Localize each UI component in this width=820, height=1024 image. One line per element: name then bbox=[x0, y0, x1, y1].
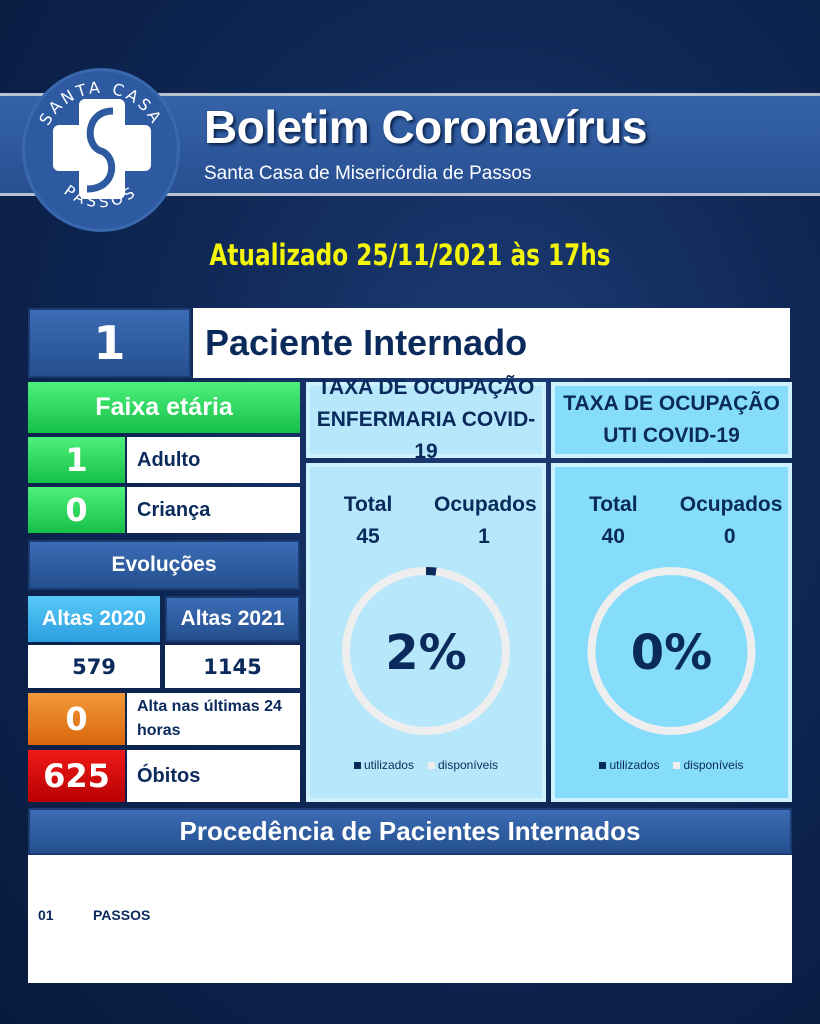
legend-used: utilizados bbox=[353, 758, 414, 772]
santa-casa-logo: SANTA CASA PASSOS bbox=[22, 68, 180, 232]
altas-2021-label: Altas 2021 bbox=[165, 596, 300, 642]
donut-percent-label: 0% bbox=[631, 625, 713, 681]
icu-title-line2: UTI COVID-19 bbox=[603, 424, 740, 447]
updated-timestamp: Atualizado 25/11/2021 às 17hs bbox=[209, 238, 611, 272]
ward-title-line1: TAXA DE OCUPAÇÃO bbox=[317, 376, 535, 399]
obitos-count: 625 bbox=[28, 750, 125, 802]
icu-title-line1: TAXA DE OCUPAÇÃO bbox=[563, 392, 780, 415]
altas-2020-label: Altas 2020 bbox=[28, 596, 160, 642]
child-count: 0 bbox=[28, 487, 125, 533]
icu-occupied-label: Ocupados bbox=[679, 493, 783, 516]
origin-row: 01 PASSOS bbox=[38, 907, 150, 923]
ward-total: 45 bbox=[356, 525, 380, 548]
patient-label: Paciente Internado bbox=[193, 308, 790, 378]
icu-total-label: Total bbox=[588, 493, 638, 516]
ward-total-label: Total bbox=[343, 493, 393, 516]
donut-available-segment bbox=[587, 567, 756, 735]
legend-available: disponíveis bbox=[427, 758, 498, 772]
altas-2020-value: 579 bbox=[28, 645, 160, 688]
ward-title-line2: ENFERMARIA COVID-19 bbox=[316, 408, 536, 463]
altas-2021-value: 1145 bbox=[165, 645, 300, 688]
adult-count: 1 bbox=[28, 437, 125, 483]
patient-count: 1 bbox=[28, 308, 191, 378]
ward-occupied: 1 bbox=[478, 525, 490, 548]
ward-donut-chart: 2% bbox=[342, 567, 510, 735]
ward-occupied-label: Ocupados bbox=[434, 493, 537, 516]
donut-used-segment bbox=[425, 567, 437, 576]
origin-list: 01 PASSOS bbox=[28, 855, 792, 983]
icu-donut-chart: 0% bbox=[587, 567, 756, 735]
ward-panel: Total 45 Ocupados 1 2% utilizados disponíve… bbox=[306, 463, 546, 802]
legend-used: utilizados bbox=[599, 758, 659, 772]
evolutions-title: Evoluções bbox=[28, 540, 300, 590]
origin-city: PASSOS bbox=[93, 907, 151, 923]
adult-label: Adulto bbox=[127, 437, 300, 483]
icu-panel: Total 40 Ocupados 0 0% utilizados disponíve… bbox=[551, 463, 792, 802]
icu-occupied: 0 bbox=[723, 525, 736, 548]
alta-24h-count: 0 bbox=[28, 693, 125, 745]
icu-title: TAXA DE OCUPAÇÃO UTI COVID-19 bbox=[551, 382, 792, 458]
bulletin-subtitle: Santa Casa de Misericórdia de Passos bbox=[204, 163, 532, 184]
icu-total: 40 bbox=[601, 525, 625, 548]
bulletin-title: Boletim Coronavírus bbox=[204, 101, 647, 153]
alta-24h-label: Alta nas últimas 24 horas bbox=[127, 693, 300, 745]
ward-title: TAXA DE OCUPAÇÃO ENFERMARIA COVID-19 bbox=[306, 376, 546, 463]
child-label: Criança bbox=[127, 487, 300, 533]
donut-percent-label: 2% bbox=[385, 625, 467, 681]
legend-available: disponíveis bbox=[673, 758, 744, 772]
origin-title: Procedência de Pacientes Internados bbox=[28, 808, 792, 855]
origin-count: 01 bbox=[38, 907, 54, 923]
age-title: Faixa etária bbox=[28, 382, 300, 433]
obitos-label: Óbitos bbox=[127, 750, 300, 802]
